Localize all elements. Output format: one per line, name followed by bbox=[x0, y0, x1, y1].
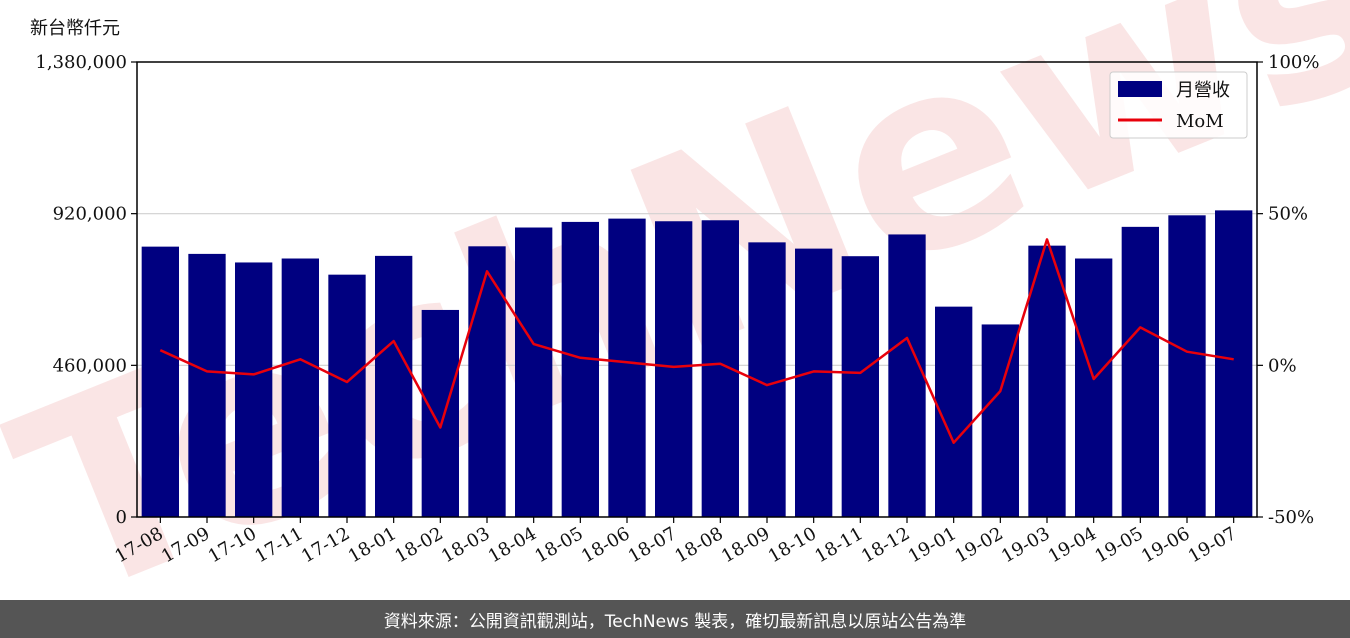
x-tick-label: 19-04 bbox=[1045, 523, 1100, 567]
revenue-bar bbox=[1121, 226, 1159, 517]
y-right-tick-label: 0% bbox=[1268, 355, 1297, 376]
revenue-bar bbox=[1215, 210, 1253, 517]
x-tick-label: 19-02 bbox=[951, 523, 1006, 567]
mom-line bbox=[159, 238, 1234, 444]
y-right-tick-label: -50% bbox=[1268, 507, 1314, 528]
legend-label-mom: MoM bbox=[1176, 111, 1224, 132]
legend: 月營收 MoM bbox=[1109, 71, 1248, 139]
revenue-bar bbox=[841, 256, 879, 517]
mom-line-series bbox=[159, 238, 1234, 444]
revenue-bar bbox=[1028, 245, 1066, 517]
x-tick-label: 18-04 bbox=[485, 523, 540, 567]
y-left-tick-label: 460,000 bbox=[53, 355, 127, 376]
revenue-bar bbox=[1168, 215, 1206, 517]
source-footer: 資料來源：公開資訊觀測站，TechNews 製表，確切最新訊息以原站公告為準 bbox=[0, 600, 1350, 638]
y-left-tick-label: 920,000 bbox=[53, 204, 127, 225]
x-tick-label: 18-10 bbox=[765, 523, 820, 567]
revenue-bar bbox=[468, 246, 506, 517]
x-tick-label: 18-08 bbox=[671, 523, 726, 567]
revenue-bar bbox=[141, 246, 179, 517]
revenue-bar bbox=[981, 324, 1019, 517]
revenue-bar bbox=[561, 221, 599, 517]
x-tick-label: 19-05 bbox=[1091, 523, 1146, 567]
x-tick-label: 18-06 bbox=[578, 523, 633, 567]
legend-swatch-bar bbox=[1118, 81, 1162, 97]
x-tick-label: 18-12 bbox=[858, 523, 913, 567]
legend-label-revenue: 月營收 bbox=[1176, 80, 1230, 101]
x-tick-label: 18-11 bbox=[811, 523, 866, 567]
y-axis-unit-label: 新台幣仟元 bbox=[30, 18, 120, 39]
x-tick-label: 18-05 bbox=[531, 523, 586, 567]
x-tick-label: 18-03 bbox=[438, 523, 493, 567]
revenue-bar bbox=[608, 218, 646, 518]
revenue-bar bbox=[281, 258, 319, 517]
y-left-tick-label: 0 bbox=[116, 507, 127, 528]
revenue-bar bbox=[655, 221, 693, 517]
revenue-bar bbox=[888, 234, 926, 517]
x-tick-label: 19-07 bbox=[1185, 523, 1240, 567]
x-tick-label: 19-01 bbox=[905, 523, 960, 567]
revenue-bar bbox=[515, 227, 553, 517]
x-tick-label: 19-06 bbox=[1138, 523, 1193, 567]
revenue-chart: TechNews 0460,000920,0001,380,000-50%0%5… bbox=[0, 0, 1350, 600]
y-right-tick-label: 100% bbox=[1268, 52, 1319, 73]
revenue-bar bbox=[328, 274, 366, 517]
revenue-bar bbox=[795, 248, 833, 517]
plot-frame bbox=[136, 61, 1258, 518]
x-tick-label: 18-07 bbox=[625, 523, 680, 567]
x-tick-label: 19-03 bbox=[998, 523, 1053, 567]
x-tick-label: 18-09 bbox=[718, 523, 773, 567]
revenue-bar bbox=[421, 309, 459, 517]
revenue-bar bbox=[235, 262, 273, 517]
revenue-bar bbox=[188, 253, 226, 518]
y-right-tick-label: 50% bbox=[1268, 204, 1308, 225]
y-left-tick-label: 1,380,000 bbox=[35, 52, 127, 73]
revenue-bar bbox=[375, 255, 413, 517]
revenue-bar bbox=[1075, 258, 1113, 517]
bar-series bbox=[141, 210, 1253, 518]
